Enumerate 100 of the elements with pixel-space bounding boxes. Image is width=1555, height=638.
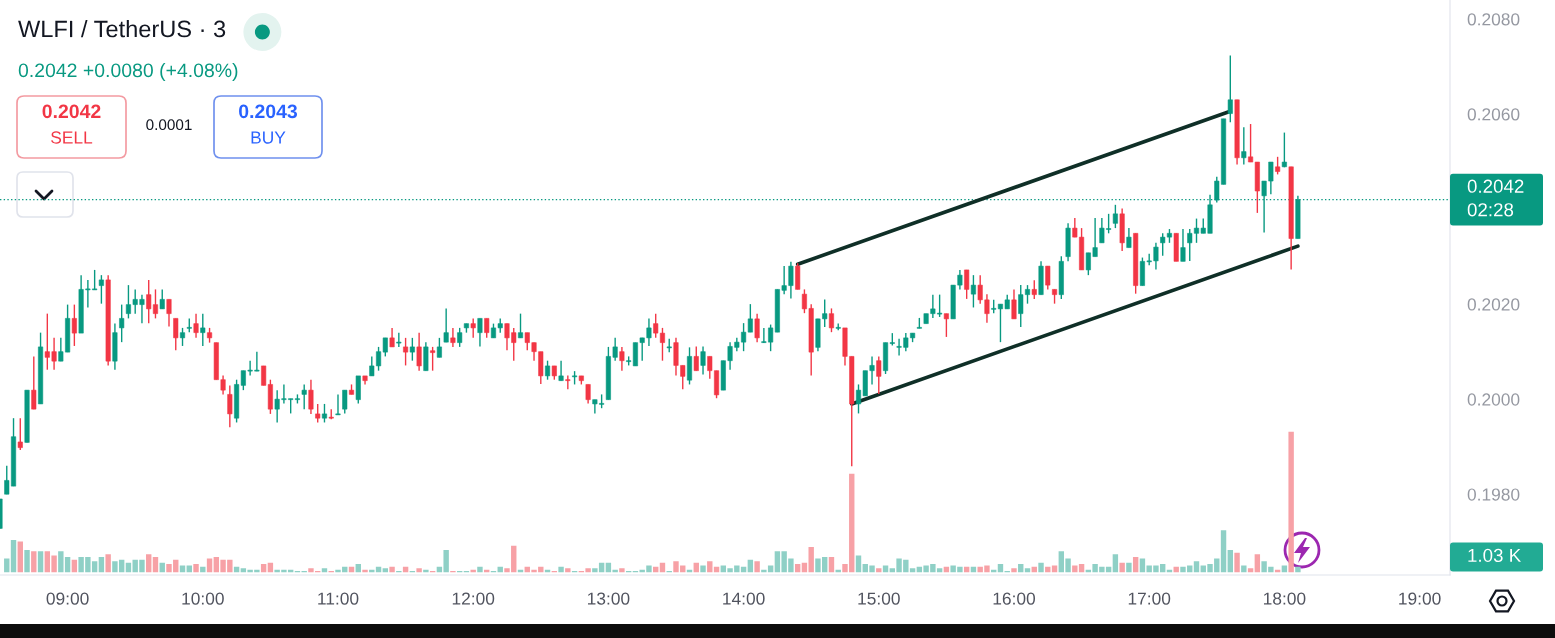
bar [179, 565, 186, 573]
candlestick [687, 346, 693, 386]
x-tick-label: 09:00 [46, 592, 89, 605]
candlestick [477, 317, 483, 348]
bar [4, 558, 10, 573]
bar [700, 565, 706, 573]
text: 1.03 K [1468, 548, 1521, 563]
candlestick [1045, 265, 1051, 291]
candlestick [518, 312, 524, 339]
candlestick [457, 327, 463, 348]
x-tick-label: 18:00 [1263, 592, 1306, 605]
candlestick [1180, 228, 1186, 263]
candlestick [545, 359, 551, 381]
candlestick [315, 403, 321, 424]
x-tick-label: 12:00 [452, 592, 495, 605]
bar [1254, 554, 1261, 573]
bar [10, 540, 17, 573]
bar [1011, 568, 1017, 573]
candlestick [430, 346, 436, 372]
bar [1295, 566, 1301, 573]
bar [882, 565, 889, 573]
bar [1051, 565, 1058, 573]
annotation: SELL [51, 131, 93, 144]
bar [1227, 549, 1234, 573]
candlestick [423, 341, 429, 372]
annotation: 0.2043 [239, 104, 298, 119]
x-tick-label: 11:00 [318, 592, 359, 605]
candlestick [200, 312, 206, 347]
candlestick [876, 355, 882, 395]
candlestick [1031, 279, 1037, 300]
candlestick [409, 337, 415, 362]
bar [1281, 565, 1288, 573]
candlestick [98, 274, 104, 305]
bar [754, 561, 760, 573]
bar [1288, 431, 1294, 573]
candlestick [443, 307, 449, 343]
candlestick [389, 327, 395, 348]
candlestick [166, 298, 172, 328]
candlestick [1126, 227, 1132, 249]
bar [146, 554, 152, 573]
y-tick-label: 0.1980 [1467, 488, 1520, 501]
x-tick-label: 19:00 [1399, 592, 1441, 605]
x-tick-label: 10:00 [182, 592, 224, 605]
bar [1220, 530, 1227, 573]
candlestick [119, 303, 125, 343]
candlestick [484, 317, 490, 339]
bar [37, 551, 44, 573]
candlestick [159, 288, 165, 310]
candlestick [342, 389, 348, 415]
candlestick [470, 317, 476, 339]
candlestick [227, 384, 233, 428]
candlestick [558, 359, 564, 382]
bar [24, 549, 30, 573]
x-tick-label: 15:00 [858, 592, 900, 605]
bar [707, 561, 713, 573]
candlestick [308, 378, 314, 415]
y-tick-label: 0.2020 [1467, 298, 1520, 311]
candlestick [585, 383, 591, 405]
candlestick [17, 417, 23, 451]
bar [558, 566, 564, 573]
bar [619, 568, 625, 573]
x-tick-label: 17:00 [1128, 592, 1171, 605]
candlestick [1112, 204, 1118, 229]
bar [389, 566, 395, 573]
bar [565, 568, 571, 573]
candlestick [416, 331, 422, 372]
y-tick-label: 0.2080 [1467, 13, 1520, 26]
candlestick [970, 274, 976, 309]
candlestick [321, 403, 327, 424]
bar [1241, 565, 1247, 573]
candlestick [396, 331, 402, 348]
candlestick [943, 312, 949, 338]
candlestick [964, 269, 970, 300]
annotation: 0.0001 [146, 119, 192, 131]
x-tick-label: 13:00 [588, 592, 630, 605]
candlestick [565, 374, 571, 390]
bar [200, 566, 206, 573]
candlestick [71, 303, 77, 347]
bar [31, 551, 37, 573]
bar [1038, 562, 1044, 573]
candlestick [1227, 54, 1233, 123]
candlestick [1281, 131, 1287, 168]
x-tick-label: 16:00 [993, 592, 1036, 605]
bar [17, 541, 23, 573]
ref-line-label: 0.2042 02:28 [1467, 179, 1524, 217]
bar [416, 568, 422, 573]
candlestick [436, 337, 442, 359]
text: 0.2042 +0.0080 (+4.08%) [18, 62, 238, 82]
bar [477, 566, 483, 573]
candlestick [795, 262, 801, 291]
candlestick [193, 312, 199, 339]
bar [105, 554, 111, 573]
candlestick [700, 345, 706, 376]
bar [206, 558, 213, 573]
candlestick [173, 317, 179, 351]
bar [1126, 562, 1132, 573]
bar [1112, 554, 1119, 573]
candlestick [828, 307, 834, 333]
bar [1234, 552, 1240, 573]
bar [1119, 562, 1125, 573]
